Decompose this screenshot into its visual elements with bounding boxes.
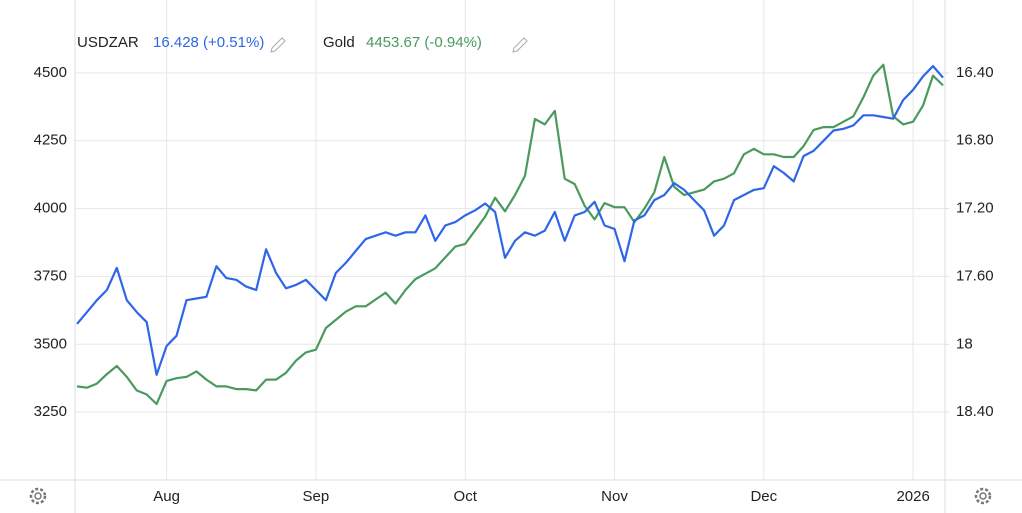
y2-tick-label: 16.80 [956, 132, 994, 149]
y-tick-label: 3750 [34, 267, 67, 284]
x-tick-label: Dec [750, 488, 777, 505]
settings-icon[interactable] [974, 487, 992, 505]
legend-quote: 4453.67 (-0.94%) [366, 34, 482, 51]
y-tick-label: 3500 [34, 335, 67, 352]
series-line [76, 65, 944, 376]
x-tick-label: Nov [601, 488, 628, 505]
legend: USDZAR 16.428 (+0.51%) Gold 4453.67 (-0.… [77, 34, 528, 53]
legend-quote: 16.428 (+0.51%) [153, 34, 264, 51]
y-tick-label: 4250 [34, 132, 67, 149]
y2-tick-label: 17.60 [956, 267, 994, 284]
y2-tick-label: 16.40 [956, 64, 994, 81]
x-tick-label: Sep [303, 488, 330, 505]
y-tick-label: 4500 [34, 64, 67, 81]
y2-tick-label: 18 [956, 335, 973, 352]
x-tick-label: Oct [454, 488, 478, 505]
legend-name: USDZAR [77, 34, 139, 51]
edit-icon[interactable] [270, 37, 286, 53]
edit-icon[interactable] [512, 37, 528, 53]
series-line [76, 63, 944, 406]
x-tick-label: Aug [153, 488, 180, 505]
x-tick-label: 2026 [896, 488, 929, 505]
settings-icon[interactable] [29, 487, 47, 505]
y2-tick-label: 17.20 [956, 200, 994, 217]
y-tick-label: 3250 [34, 403, 67, 420]
y2-tick-label: 18.40 [956, 403, 994, 420]
legend-name: Gold [323, 34, 355, 51]
y-tick-label: 4000 [34, 200, 67, 217]
